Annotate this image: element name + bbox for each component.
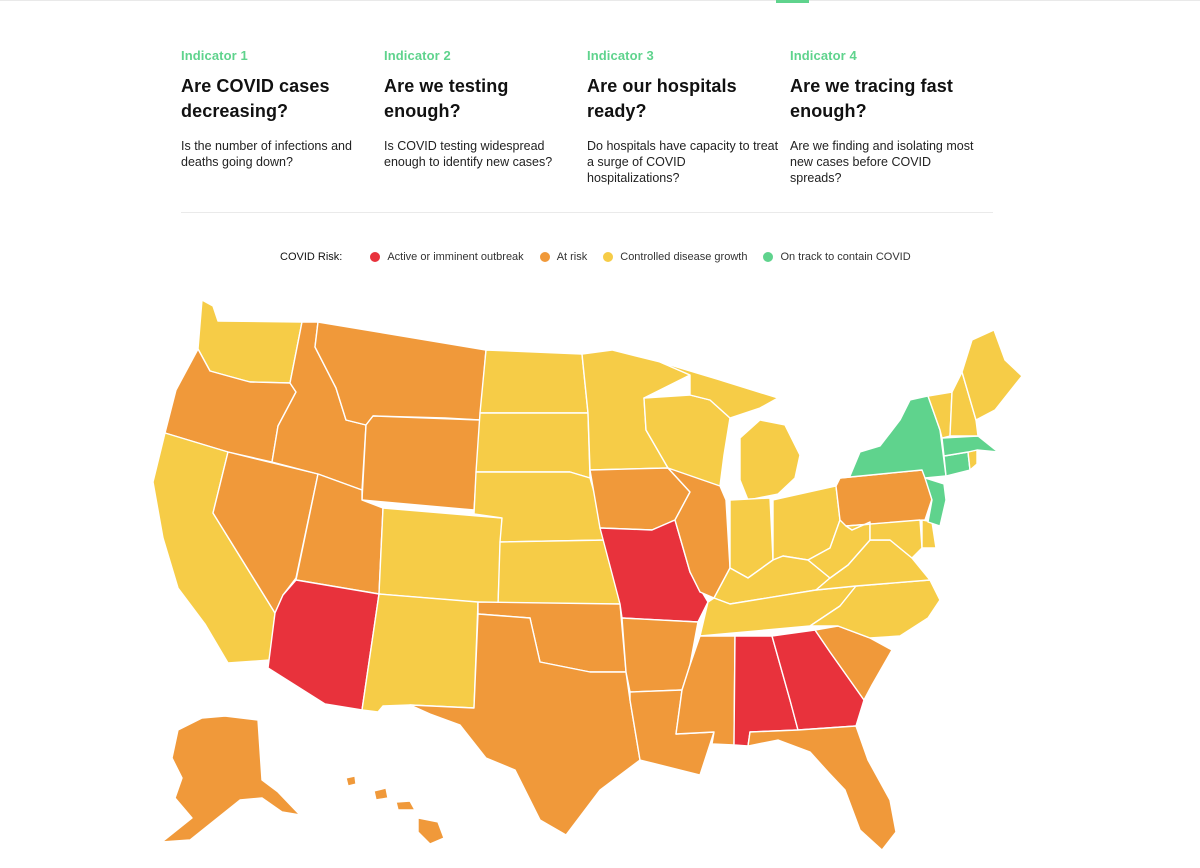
state-ak[interactable] [161,715,301,843]
indicator-description: Do hospitals have capacity to treat a su… [587,139,779,185]
state-hi[interactable] [345,775,445,845]
state-ri[interactable] [967,449,978,471]
state-mi-up[interactable] [659,361,779,419]
indicator-kicker: Indicator 4 [790,48,857,63]
top-rule [0,0,1200,1]
hawaii-island-4 [417,817,445,845]
section-divider [181,212,993,213]
legend-item-at-risk: At risk [539,251,588,263]
state-nm[interactable] [361,593,479,713]
state-il[interactable] [667,467,731,599]
state-pa[interactable] [835,469,936,527]
risk-legend: COVID Risk: Active or imminent outbreak … [280,251,927,263]
indicator-row: Indicator 1 Are COVID cases decreasing? … [181,48,993,186]
indicator-2: Indicator 2 Are we testing enough? Is CO… [384,48,587,186]
indicator-description: Is COVID testing widespread enough to id… [384,139,553,169]
legend-dot-yellow [603,252,614,262]
state-ks[interactable] [497,539,621,607]
state-vt[interactable] [927,391,953,439]
indicator-1: Indicator 1 Are COVID cases decreasing? … [181,48,384,186]
state-md[interactable] [845,519,923,559]
state-wa[interactable] [197,299,303,384]
state-az[interactable] [267,579,380,711]
state-nc[interactable] [809,579,941,639]
legend-dot-orange [539,252,550,262]
state-sd[interactable] [475,412,591,479]
legend-label: Active or imminent outbreak [387,251,524,263]
indicator-kicker: Indicator 1 [181,48,248,63]
hawaii-island-1 [345,775,357,787]
legend-label: Controlled disease growth [620,251,748,263]
state-me[interactable] [961,329,1023,421]
indicator-kicker: Indicator 2 [384,48,451,63]
indicator-description: Is the number of infections and deaths g… [181,139,352,169]
state-wy[interactable] [361,415,481,511]
state-mi[interactable] [739,419,801,501]
state-nd[interactable] [479,349,589,414]
indicator-title: Are we tracing fast enough? [790,76,953,121]
state-nh[interactable] [949,371,979,437]
legend-item-outbreak: Active or imminent outbreak [370,251,524,263]
legend-title: COVID Risk: [280,251,343,263]
legend-item-on-track: On track to contain COVID [763,251,911,263]
state-fl[interactable] [747,725,897,851]
state-nj[interactable] [924,477,947,527]
indicator-3: Indicator 3 Are our hospitals ready? Do … [587,48,790,186]
state-tx[interactable] [409,613,641,836]
hawaii-island-3 [395,800,416,811]
legend-label: On track to contain COVID [780,251,911,263]
hawaii-island-2 [373,787,389,801]
active-tab-indicator [776,0,809,3]
indicator-kicker: Indicator 3 [587,48,654,63]
legend-label: At risk [556,251,588,263]
indicator-description: Are we finding and isolating most new ca… [790,139,974,185]
state-ny[interactable] [839,395,947,479]
legend-dot-red [370,252,381,262]
indicator-title: Are we testing enough? [384,76,509,121]
legend-item-controlled: Controlled disease growth [603,251,747,263]
indicator-title: Are COVID cases decreasing? [181,76,330,121]
legend-dot-green [763,252,774,262]
indicator-title: Are our hospitals ready? [587,76,737,121]
indicator-4: Indicator 4 Are we tracing fast enough? … [790,48,993,186]
state-co[interactable] [378,507,503,605]
